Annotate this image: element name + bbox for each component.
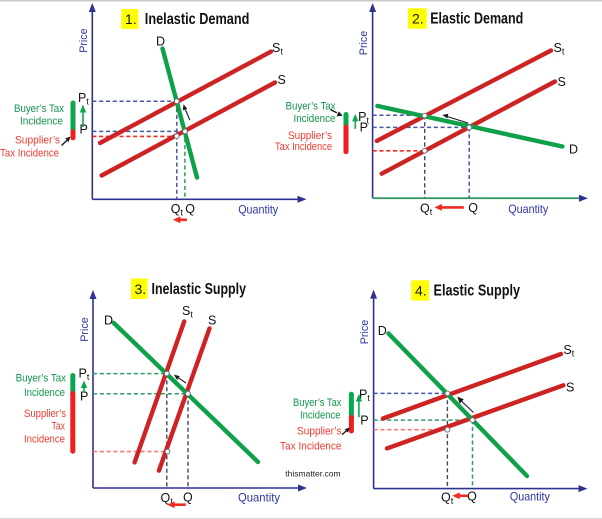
svg-text:Tax Incidence: Tax Incidence: [0, 148, 59, 160]
svg-text:P: P: [80, 390, 88, 404]
svg-text:Tax Incidence: Tax Incidence: [280, 441, 342, 453]
svg-text:Quantity: Quantity: [510, 490, 550, 504]
svg-text:St: St: [563, 343, 574, 359]
svg-text:Q: Q: [183, 491, 193, 505]
svg-text:Price: Price: [358, 31, 370, 55]
svg-text:Supplier’s: Supplier’s: [24, 408, 66, 420]
svg-text:Pt: Pt: [79, 367, 90, 383]
svg-text:Incidence: Incidence: [24, 434, 65, 446]
svg-text:D: D: [569, 143, 578, 157]
svg-text:Tax Incidence: Tax Incidence: [275, 141, 332, 153]
svg-text:D: D: [378, 324, 387, 338]
svg-text:Quantity: Quantity: [238, 491, 280, 505]
svg-text:Price: Price: [78, 28, 90, 52]
svg-text:St: St: [272, 41, 283, 57]
svg-text:P: P: [360, 414, 368, 428]
svg-text:4.: 4.: [415, 283, 427, 299]
svg-text:Incidence: Incidence: [20, 116, 63, 128]
svg-text:St: St: [554, 41, 565, 57]
svg-text:P: P: [360, 121, 368, 135]
svg-text:D: D: [156, 35, 165, 49]
svg-text:S: S: [558, 75, 566, 89]
svg-text:Quantity: Quantity: [238, 202, 278, 216]
svg-text:Price: Price: [359, 320, 371, 344]
svg-text:3.: 3.: [135, 281, 147, 297]
svg-text:Price: Price: [79, 317, 91, 341]
svg-text:S: S: [566, 381, 574, 395]
svg-text:Qt: Qt: [441, 491, 454, 507]
svg-text:Incidence: Incidence: [300, 410, 341, 422]
svg-text:Buyer’s Tax: Buyer’s Tax: [14, 103, 64, 115]
svg-text:Buyer’s Tax: Buyer’s Tax: [293, 397, 342, 409]
svg-text:Elastic Demand: Elastic Demand: [430, 11, 523, 28]
svg-text:Supplier’s: Supplier’s: [15, 135, 60, 147]
svg-text:Pt: Pt: [78, 91, 89, 107]
svg-text:1.: 1.: [125, 11, 137, 27]
svg-text:Q: Q: [468, 201, 478, 215]
svg-text:Q: Q: [185, 202, 195, 216]
svg-text:Qt: Qt: [171, 202, 184, 218]
svg-text:Inelastic Supply: Inelastic Supply: [152, 281, 247, 298]
svg-text:Incidence: Incidence: [294, 113, 336, 125]
svg-text:Quantity: Quantity: [508, 202, 548, 216]
svg-text:Incidence: Incidence: [24, 387, 65, 399]
svg-text:St: St: [182, 304, 193, 320]
svg-text:Supplier’s: Supplier’s: [297, 426, 342, 438]
svg-text:Q: Q: [467, 490, 477, 504]
svg-text:Buyer’s Tax: Buyer’s Tax: [16, 373, 67, 385]
svg-text:S: S: [208, 314, 216, 328]
svg-text:2.: 2.: [412, 11, 424, 27]
svg-text:S: S: [278, 73, 286, 87]
svg-text:Qt: Qt: [420, 202, 433, 218]
svg-text:Supplier’s: Supplier’s: [288, 130, 332, 142]
svg-text:Buyer’s Tax: Buyer’s Tax: [286, 101, 336, 113]
svg-text:Inelastic Demand: Inelastic Demand: [145, 11, 250, 28]
svg-text:Elastic Supply: Elastic Supply: [434, 283, 521, 300]
svg-text:Qt: Qt: [161, 491, 174, 507]
svg-text:thismatter.com: thismatter.com: [285, 469, 340, 479]
svg-text:Pt: Pt: [359, 388, 370, 404]
svg-text:P: P: [80, 123, 88, 137]
svg-text:Pt: Pt: [358, 110, 369, 126]
svg-text:D: D: [104, 314, 113, 328]
svg-text:Tax: Tax: [52, 421, 66, 433]
